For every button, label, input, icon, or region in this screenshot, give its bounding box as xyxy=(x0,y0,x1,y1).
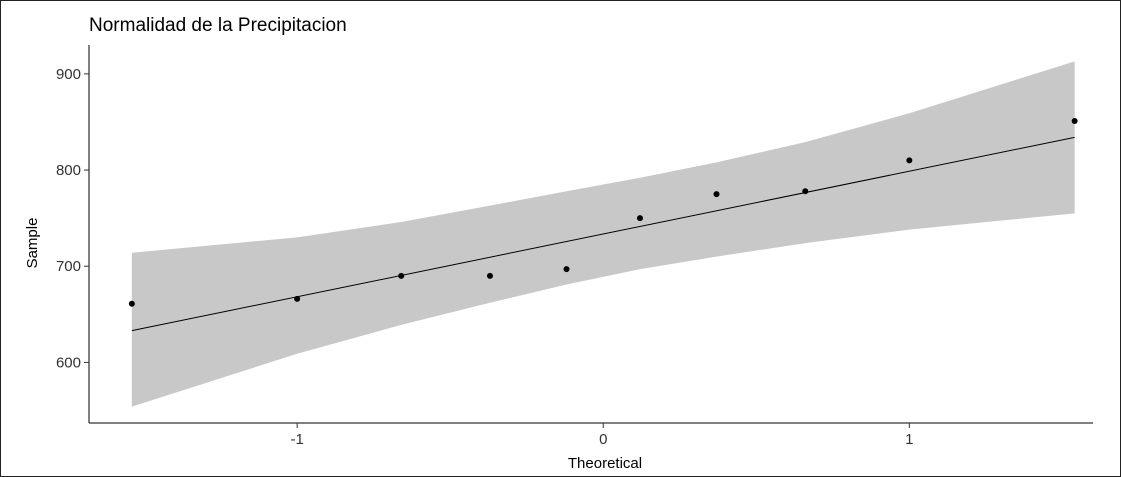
data-point xyxy=(906,157,913,164)
data-point xyxy=(128,300,135,307)
y-tick-label: 900 xyxy=(56,66,81,83)
data-point xyxy=(713,191,720,198)
y-axis-title: Sample xyxy=(24,218,41,269)
data-point xyxy=(1071,117,1078,124)
reference-line xyxy=(131,136,1075,332)
y-tick-label: 600 xyxy=(56,354,81,371)
data-point xyxy=(636,215,643,222)
y-tick-label: 800 xyxy=(56,162,81,179)
data-point xyxy=(398,272,405,279)
y-tick-label: 700 xyxy=(56,258,81,275)
data-point xyxy=(486,272,493,279)
x-tick-label: 1 xyxy=(905,431,913,448)
x-tick-label: -1 xyxy=(290,431,303,448)
chart-title: Normalidad de la Precipitacion xyxy=(89,15,347,36)
x-tick-label: 0 xyxy=(599,431,607,448)
data-point xyxy=(563,266,570,273)
data-point xyxy=(294,295,301,302)
data-point xyxy=(802,188,809,195)
x-axis-title: Theoretical xyxy=(568,455,642,472)
